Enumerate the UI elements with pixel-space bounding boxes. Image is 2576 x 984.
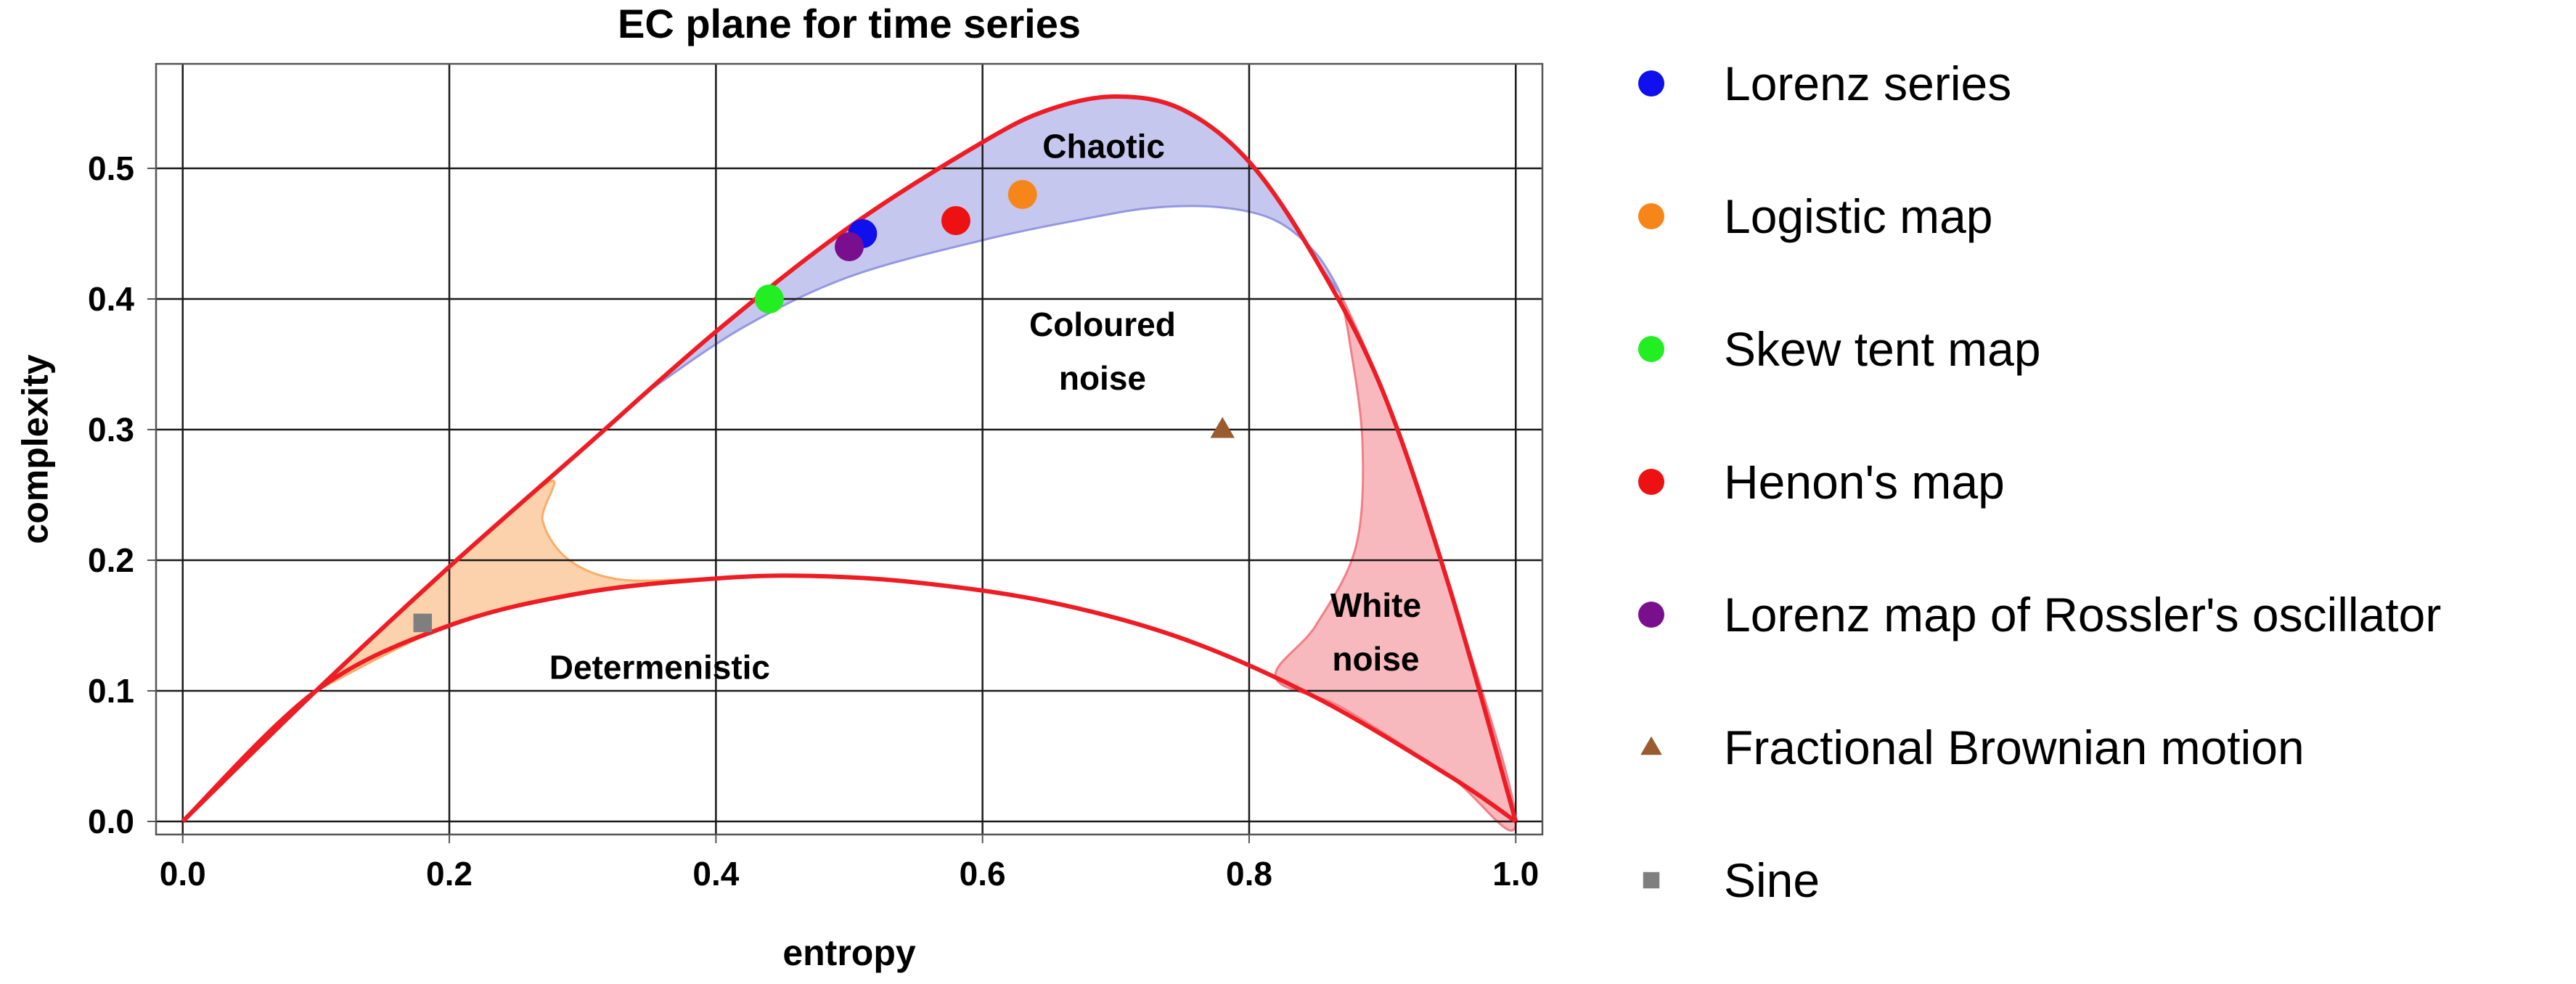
legend-item-logistic-map: Logistic map bbox=[1638, 189, 1993, 243]
data-points bbox=[413, 180, 1235, 633]
data-point-sine bbox=[413, 613, 433, 633]
legend-item-henon-s-map: Henon's map bbox=[1638, 455, 2005, 509]
data-point-henon-s-map bbox=[941, 206, 970, 235]
legend-label-henon-s-map: Henon's map bbox=[1724, 455, 2005, 509]
legend-label-skew-tent-map: Skew tent map bbox=[1724, 322, 2041, 376]
upper-boundary-curve bbox=[181, 94, 1518, 824]
data-point-lorenz-map-of-rossler-s-oscillator bbox=[835, 232, 864, 261]
region-label-white-noise: noise bbox=[1332, 640, 1419, 678]
x-axis-label: entropy bbox=[782, 932, 916, 973]
y-tick-label: 0.4 bbox=[88, 280, 134, 318]
data-point-fractional-brownian-motion bbox=[1210, 417, 1235, 438]
grid-layer bbox=[156, 64, 1542, 835]
y-tick-label: 0.2 bbox=[88, 541, 134, 579]
legend-marker-henon-s-map bbox=[1638, 469, 1664, 495]
legend-marker-logistic-map bbox=[1638, 203, 1664, 229]
legend-label-lorenz-series: Lorenz series bbox=[1724, 57, 2011, 110]
x-tick-label: 0.4 bbox=[692, 855, 739, 893]
legend-label-logistic-map: Logistic map bbox=[1724, 189, 1993, 243]
data-point-logistic-map bbox=[1007, 180, 1037, 209]
boundary-curves bbox=[181, 94, 1518, 824]
legend-item-fractional-brownian-motion: Fractional Brownian motion bbox=[1640, 721, 2305, 774]
region-label-determenistic: Determenistic bbox=[549, 649, 770, 686]
region-label-coloured-noise: noise bbox=[1059, 359, 1146, 397]
lower-boundary-curve bbox=[181, 573, 1517, 824]
legend-item-lorenz-map-of-rossler-s-oscillator: Lorenz map of Rossler's oscillator bbox=[1638, 588, 2441, 641]
legend-label-fractional-brownian-motion: Fractional Brownian motion bbox=[1724, 721, 2305, 774]
region-label-white-noise: White bbox=[1330, 586, 1421, 624]
legend-label-lorenz-map-of-rossler-s-oscillator: Lorenz map of Rossler's oscillator bbox=[1724, 588, 2441, 641]
x-tick-label: 1.0 bbox=[1492, 855, 1539, 893]
y-axis-label: complexity bbox=[15, 354, 56, 544]
data-point-skew-tent-map bbox=[754, 284, 784, 313]
x-tick-label: 0.8 bbox=[1226, 855, 1272, 893]
legend-marker-sine bbox=[1643, 872, 1660, 889]
legend-item-lorenz-series: Lorenz series bbox=[1638, 57, 2011, 110]
x-tick-label: 0.6 bbox=[960, 855, 1006, 893]
plot-frame bbox=[155, 62, 1544, 836]
legend-marker-lorenz-series bbox=[1638, 70, 1664, 97]
region-labels: Chaotic Determenistic White noise Coloured no… bbox=[549, 128, 1421, 686]
x-tick-label: 0.2 bbox=[426, 855, 473, 893]
y-tick-label: 0.3 bbox=[88, 411, 134, 448]
y-tick-label: 0.0 bbox=[88, 803, 134, 840]
chart-title: EC plane for time series bbox=[618, 1, 1081, 46]
legend-item-skew-tent-map: Skew tent map bbox=[1638, 322, 2041, 376]
legend-marker-lorenz-map-of-rossler-s-oscillator bbox=[1638, 602, 1664, 628]
legend: Lorenz series Logistic map Skew tent map He… bbox=[1638, 57, 2441, 907]
region-label-chaotic: Chaotic bbox=[1042, 128, 1165, 165]
region-label-coloured-noise: Coloured bbox=[1029, 306, 1176, 343]
y-tick-label: 0.1 bbox=[88, 672, 134, 710]
regions-layer bbox=[315, 95, 1517, 832]
y-tick-label: 0.5 bbox=[88, 149, 134, 187]
region-chaotic bbox=[648, 95, 1341, 392]
axis-ticks: 0.0 0.2 0.4 0.6 0.8 1.0 0.0 0.1 0.2 0.3 0.4 0.5 bbox=[88, 149, 1539, 893]
region-white-noise bbox=[1274, 292, 1517, 832]
legend-item-sine: Sine bbox=[1643, 853, 1820, 907]
x-tick-label: 0.0 bbox=[160, 855, 206, 893]
legend-marker-skew-tent-map bbox=[1638, 336, 1664, 362]
legend-marker-fractional-brownian-motion bbox=[1640, 736, 1662, 755]
legend-label-sine: Sine bbox=[1724, 853, 1820, 907]
